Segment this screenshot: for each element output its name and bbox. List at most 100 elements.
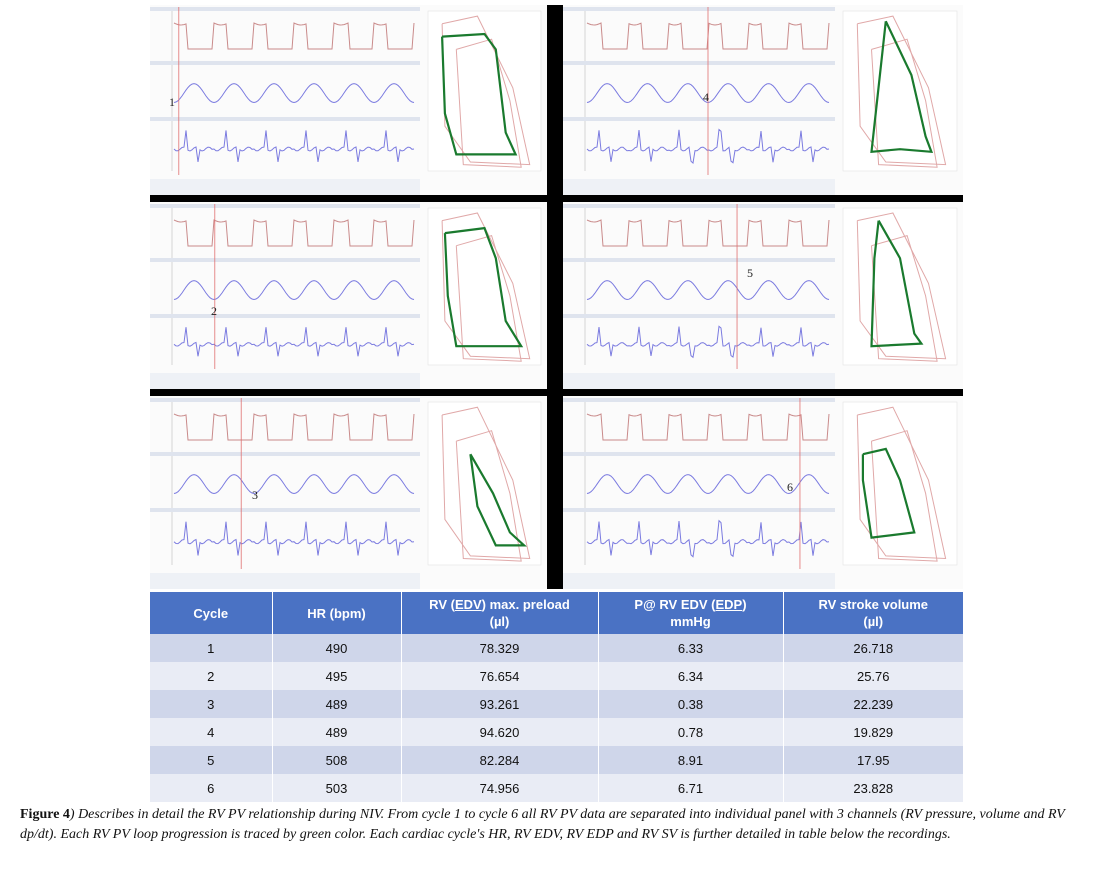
- channel-header-bar: [563, 204, 835, 208]
- pv-loop-area: [842, 207, 958, 366]
- cell-edv: 94.620: [401, 718, 599, 746]
- cell-cycle: 4: [150, 718, 273, 746]
- recording-traces: [150, 204, 542, 389]
- recording-traces: [563, 398, 958, 589]
- cell-edp: 8.91: [598, 746, 784, 774]
- channel-trace: [173, 130, 415, 162]
- channel-header-bar: [563, 258, 835, 262]
- recordings-figure: 1 4 2 5 3 6: [150, 5, 963, 589]
- pv-loop-background: [871, 38, 938, 168]
- channel-trace: [173, 474, 415, 495]
- time-axis-bar: [563, 179, 835, 195]
- channel-header-bar: [150, 314, 420, 318]
- pv-loop-background: [856, 212, 947, 360]
- pv-loop-background: [441, 212, 531, 360]
- cell-edv: 74.956: [401, 774, 599, 802]
- channel-trace: [173, 280, 415, 301]
- cell-edp: 0.38: [598, 690, 784, 718]
- cell-hr: 489: [272, 718, 402, 746]
- time-axis-bar: [150, 179, 420, 195]
- cell-edv: 78.329: [401, 634, 599, 662]
- cell-hr: 503: [272, 774, 402, 802]
- cell-edp: 6.71: [598, 774, 784, 802]
- cell-sv: 26.718: [783, 634, 963, 662]
- cell-edp: 6.33: [598, 634, 784, 662]
- pv-loop-background: [455, 234, 522, 362]
- table-row: 4 489 94.620 0.78 19.829: [150, 718, 963, 746]
- cycle-label-4: 4: [703, 90, 709, 104]
- channel-trace: [586, 219, 830, 247]
- table-row: 5 508 82.284 8.91 17.95: [150, 746, 963, 774]
- cell-cycle: 1: [150, 634, 273, 662]
- cell-sv: 23.828: [783, 774, 963, 802]
- channel-trace: [586, 474, 830, 495]
- channel-trace: [586, 280, 830, 301]
- channel-header-bar: [563, 508, 835, 512]
- pv-loop-highlight: [870, 220, 924, 348]
- pv-loop-area: [427, 401, 542, 566]
- time-axis-bar: [150, 373, 420, 389]
- cell-hr: 495: [272, 662, 402, 690]
- header-hr: HR (bpm): [272, 592, 402, 634]
- table-row: 2 495 76.654 6.34 25.76: [150, 662, 963, 690]
- pv-loop-area: [842, 10, 958, 172]
- cell-hr: 489: [272, 690, 402, 718]
- channel-header-bar: [563, 117, 835, 121]
- header-edp: P@ RV EDV (EDP) mmHg: [598, 592, 784, 634]
- header-cycle: Cycle: [150, 592, 273, 634]
- channel-header-bar: [150, 7, 420, 11]
- header-edv: RV (EDV) max. preload (µl): [401, 592, 599, 634]
- table-row: 3 489 93.261 0.38 22.239: [150, 690, 963, 718]
- recording-traces: [150, 398, 542, 589]
- channel-trace: [173, 83, 415, 104]
- pv-loop-background: [871, 234, 938, 362]
- recording-traces: [563, 7, 958, 195]
- cycle-label-2: 2: [211, 304, 217, 318]
- cell-hr: 508: [272, 746, 402, 774]
- pv-loop-highlight: [870, 20, 934, 154]
- cycle-label-6: 6: [787, 480, 793, 494]
- pv-loop-background: [871, 430, 938, 562]
- cell-cycle: 6: [150, 774, 273, 802]
- cycle-panel-4: 4: [563, 5, 963, 195]
- cell-sv: 22.239: [783, 690, 963, 718]
- recording-traces: [150, 7, 542, 195]
- channel-trace: [586, 519, 830, 558]
- cycle-panel-6: 6: [563, 396, 963, 589]
- pv-loop-highlight: [469, 453, 527, 547]
- cycle-label-1: 1: [169, 95, 175, 109]
- pv-loop-background: [455, 430, 522, 562]
- time-axis-bar: [563, 373, 835, 389]
- channel-trace: [173, 521, 415, 556]
- channel-header-bar: [150, 398, 420, 402]
- cell-sv: 19.829: [783, 718, 963, 746]
- pv-loop-area: [842, 401, 958, 566]
- channel-trace: [173, 327, 415, 357]
- table-row: 6 503 74.956 6.71 23.828: [150, 774, 963, 802]
- channel-header-bar: [150, 117, 420, 121]
- pv-loop-highlight: [861, 447, 916, 539]
- channel-header-bar: [150, 452, 420, 456]
- cycle-panel-2: 2: [150, 202, 547, 389]
- cell-edp: 6.34: [598, 662, 784, 690]
- pv-loop-background: [441, 15, 531, 166]
- header-stroke-volume: RV stroke volume (µl): [783, 592, 963, 634]
- channel-header-bar: [563, 314, 835, 318]
- channel-header-bar: [150, 508, 420, 512]
- pv-loop-highlight: [441, 32, 518, 156]
- cycle-panel-5: 5: [563, 202, 963, 389]
- caption-text: ) Describes in detail the RV PV relation…: [20, 807, 1065, 842]
- cell-cycle: 5: [150, 746, 273, 774]
- pv-loop-background: [441, 406, 531, 560]
- cell-edv: 82.284: [401, 746, 599, 774]
- channel-header-bar: [150, 61, 420, 65]
- cycle-panel-1: 1: [150, 5, 547, 195]
- cell-edv: 93.261: [401, 690, 599, 718]
- cell-cycle: 3: [150, 690, 273, 718]
- cell-edv: 76.654: [401, 662, 599, 690]
- caption-label: Figure 4: [20, 807, 70, 822]
- pv-loop-area: [427, 207, 542, 366]
- figure-caption: Figure 4) Describes in detail the RV PV …: [20, 805, 1092, 845]
- cell-cycle: 2: [150, 662, 273, 690]
- pv-loop-highlight: [443, 226, 524, 348]
